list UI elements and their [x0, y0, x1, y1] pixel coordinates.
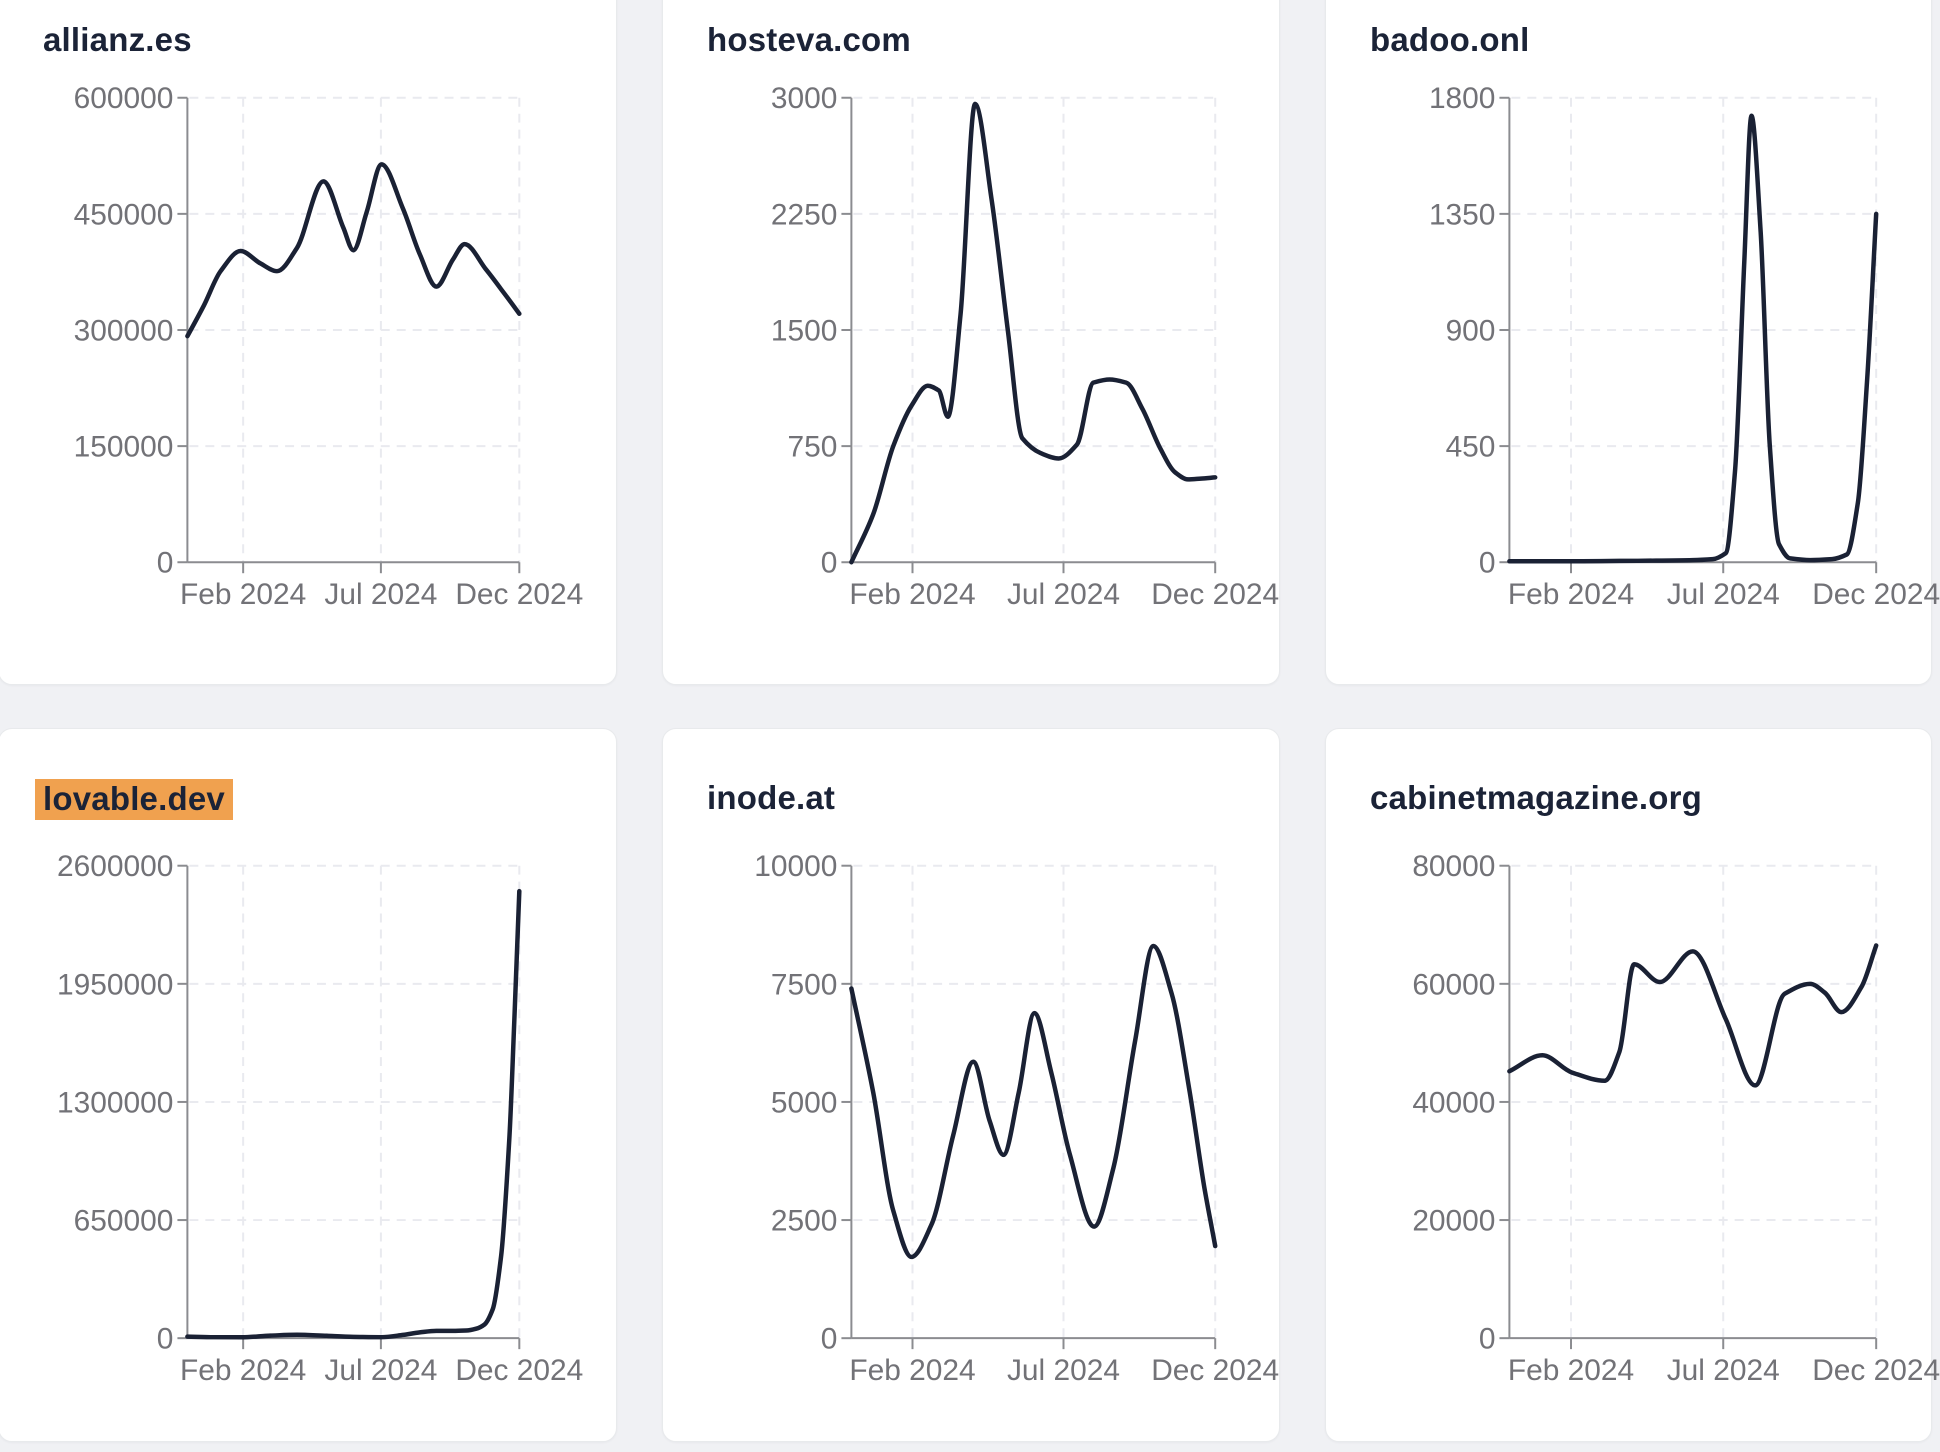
svg-text:450000: 450000 — [74, 198, 174, 231]
svg-text:10000: 10000 — [754, 850, 837, 883]
svg-text:Jul 2024: Jul 2024 — [1007, 578, 1120, 611]
svg-text:3000: 3000 — [771, 82, 838, 115]
domain-card[interactable]: lovable.dev 0 650000 1300000 1950000 2600000… — [0, 728, 617, 1442]
svg-text:1500: 1500 — [771, 314, 838, 347]
domain-title: inode.at — [707, 779, 836, 816]
svg-text:Jul 2024: Jul 2024 — [324, 578, 437, 611]
svg-text:Feb 2024: Feb 2024 — [1508, 1354, 1634, 1387]
svg-text:80000: 80000 — [1412, 850, 1495, 883]
domain-title: badoo.onl — [1370, 21, 1530, 58]
svg-text:7500: 7500 — [771, 968, 838, 1001]
domain-card[interactable]: badoo.onl 0 450 900 1350 1800 Feb 2024 Jul 202… — [1325, 0, 1940, 685]
svg-text:2500: 2500 — [771, 1205, 838, 1238]
svg-text:Jul 2024: Jul 2024 — [1007, 1354, 1120, 1387]
svg-text:Feb 2024: Feb 2024 — [849, 1354, 975, 1387]
domain-title-highlighted: lovable.dev — [35, 779, 233, 820]
svg-text:Dec 2024: Dec 2024 — [1151, 578, 1279, 611]
svg-text:20000: 20000 — [1412, 1205, 1495, 1238]
svg-text:Feb 2024: Feb 2024 — [849, 578, 975, 611]
svg-text:0: 0 — [1479, 547, 1496, 580]
svg-text:Dec 2024: Dec 2024 — [1812, 1354, 1940, 1387]
traffic-line-chart: 0 20000 40000 60000 80000 Feb 2024 Jul 2024 Dec… — [1412, 850, 1940, 1387]
traffic-series-line — [1507, 113, 1879, 564]
svg-text:Jul 2024: Jul 2024 — [1667, 578, 1780, 611]
traffic-line-chart: 0 2500 5000 7500 10000 Feb 2024 Jul 2024 Dec 20… — [754, 850, 1279, 1387]
svg-text:Dec 2024: Dec 2024 — [455, 578, 583, 611]
svg-text:0: 0 — [821, 547, 838, 580]
domain-card[interactable]: allianz.es 0 150000 300000 450000 600000 Feb … — [0, 0, 617, 685]
svg-text:Dec 2024: Dec 2024 — [455, 1354, 583, 1387]
svg-text:Feb 2024: Feb 2024 — [1508, 578, 1634, 611]
traffic-series-line — [185, 888, 522, 1340]
domain-card[interactable]: hosteva.com 0 750 1500 2250 3000 Feb 2024 Jul … — [662, 0, 1280, 685]
domain-title: allianz.es — [43, 21, 192, 58]
svg-text:1950000: 1950000 — [57, 968, 173, 1001]
traffic-line-chart: 0 150000 300000 450000 600000 Feb 2024 Jul 202… — [74, 82, 584, 611]
svg-text:60000: 60000 — [1412, 968, 1495, 1001]
traffic-line-chart: 0 650000 1300000 1950000 2600000 Feb 2024 Jul … — [57, 850, 583, 1387]
domain-title: cabinetmagazine.org — [1370, 779, 1703, 816]
svg-text:1300000: 1300000 — [57, 1086, 173, 1119]
svg-text:300000: 300000 — [74, 314, 174, 347]
svg-text:1800: 1800 — [1429, 82, 1496, 115]
svg-text:0: 0 — [821, 1323, 838, 1356]
traffic-line-chart: 0 750 1500 2250 3000 Feb 2024 Jul 2024 Dec 2024 — [771, 82, 1279, 611]
svg-text:650000: 650000 — [74, 1205, 174, 1238]
svg-text:750: 750 — [788, 431, 838, 464]
traffic-series-line — [185, 162, 522, 339]
svg-text:40000: 40000 — [1412, 1086, 1495, 1119]
svg-text:2600000: 2600000 — [57, 850, 173, 883]
svg-text:600000: 600000 — [74, 82, 174, 115]
svg-text:0: 0 — [1479, 1323, 1496, 1356]
svg-text:150000: 150000 — [74, 431, 174, 464]
svg-text:2250: 2250 — [771, 198, 838, 231]
traffic-series-line — [849, 943, 1218, 1260]
traffic-line-chart: 0 450 900 1350 1800 Feb 2024 Jul 2024 Dec 2024 — [1429, 82, 1940, 611]
svg-text:450: 450 — [1446, 431, 1496, 464]
svg-text:Feb 2024: Feb 2024 — [180, 578, 306, 611]
svg-text:Jul 2024: Jul 2024 — [324, 1354, 437, 1387]
svg-text:1350: 1350 — [1429, 198, 1496, 231]
domain-card[interactable]: cabinetmagazine.org 0 20000 40000 60000 8000… — [1325, 728, 1940, 1442]
domain-title: hosteva.com — [707, 21, 911, 58]
svg-text:Dec 2024: Dec 2024 — [1812, 578, 1940, 611]
svg-text:Dec 2024: Dec 2024 — [1151, 1354, 1279, 1387]
traffic-series-line — [849, 101, 1218, 565]
svg-text:900: 900 — [1446, 314, 1496, 347]
domain-card[interactable]: inode.at 0 2500 5000 7500 10000 Feb 2024 Jul 2… — [662, 728, 1280, 1442]
traffic-series-line — [1507, 943, 1879, 1088]
svg-text:5000: 5000 — [771, 1086, 838, 1119]
svg-text:Jul 2024: Jul 2024 — [1667, 1354, 1780, 1387]
svg-text:0: 0 — [157, 1323, 174, 1356]
svg-text:0: 0 — [157, 547, 174, 580]
svg-text:Feb 2024: Feb 2024 — [180, 1354, 306, 1387]
